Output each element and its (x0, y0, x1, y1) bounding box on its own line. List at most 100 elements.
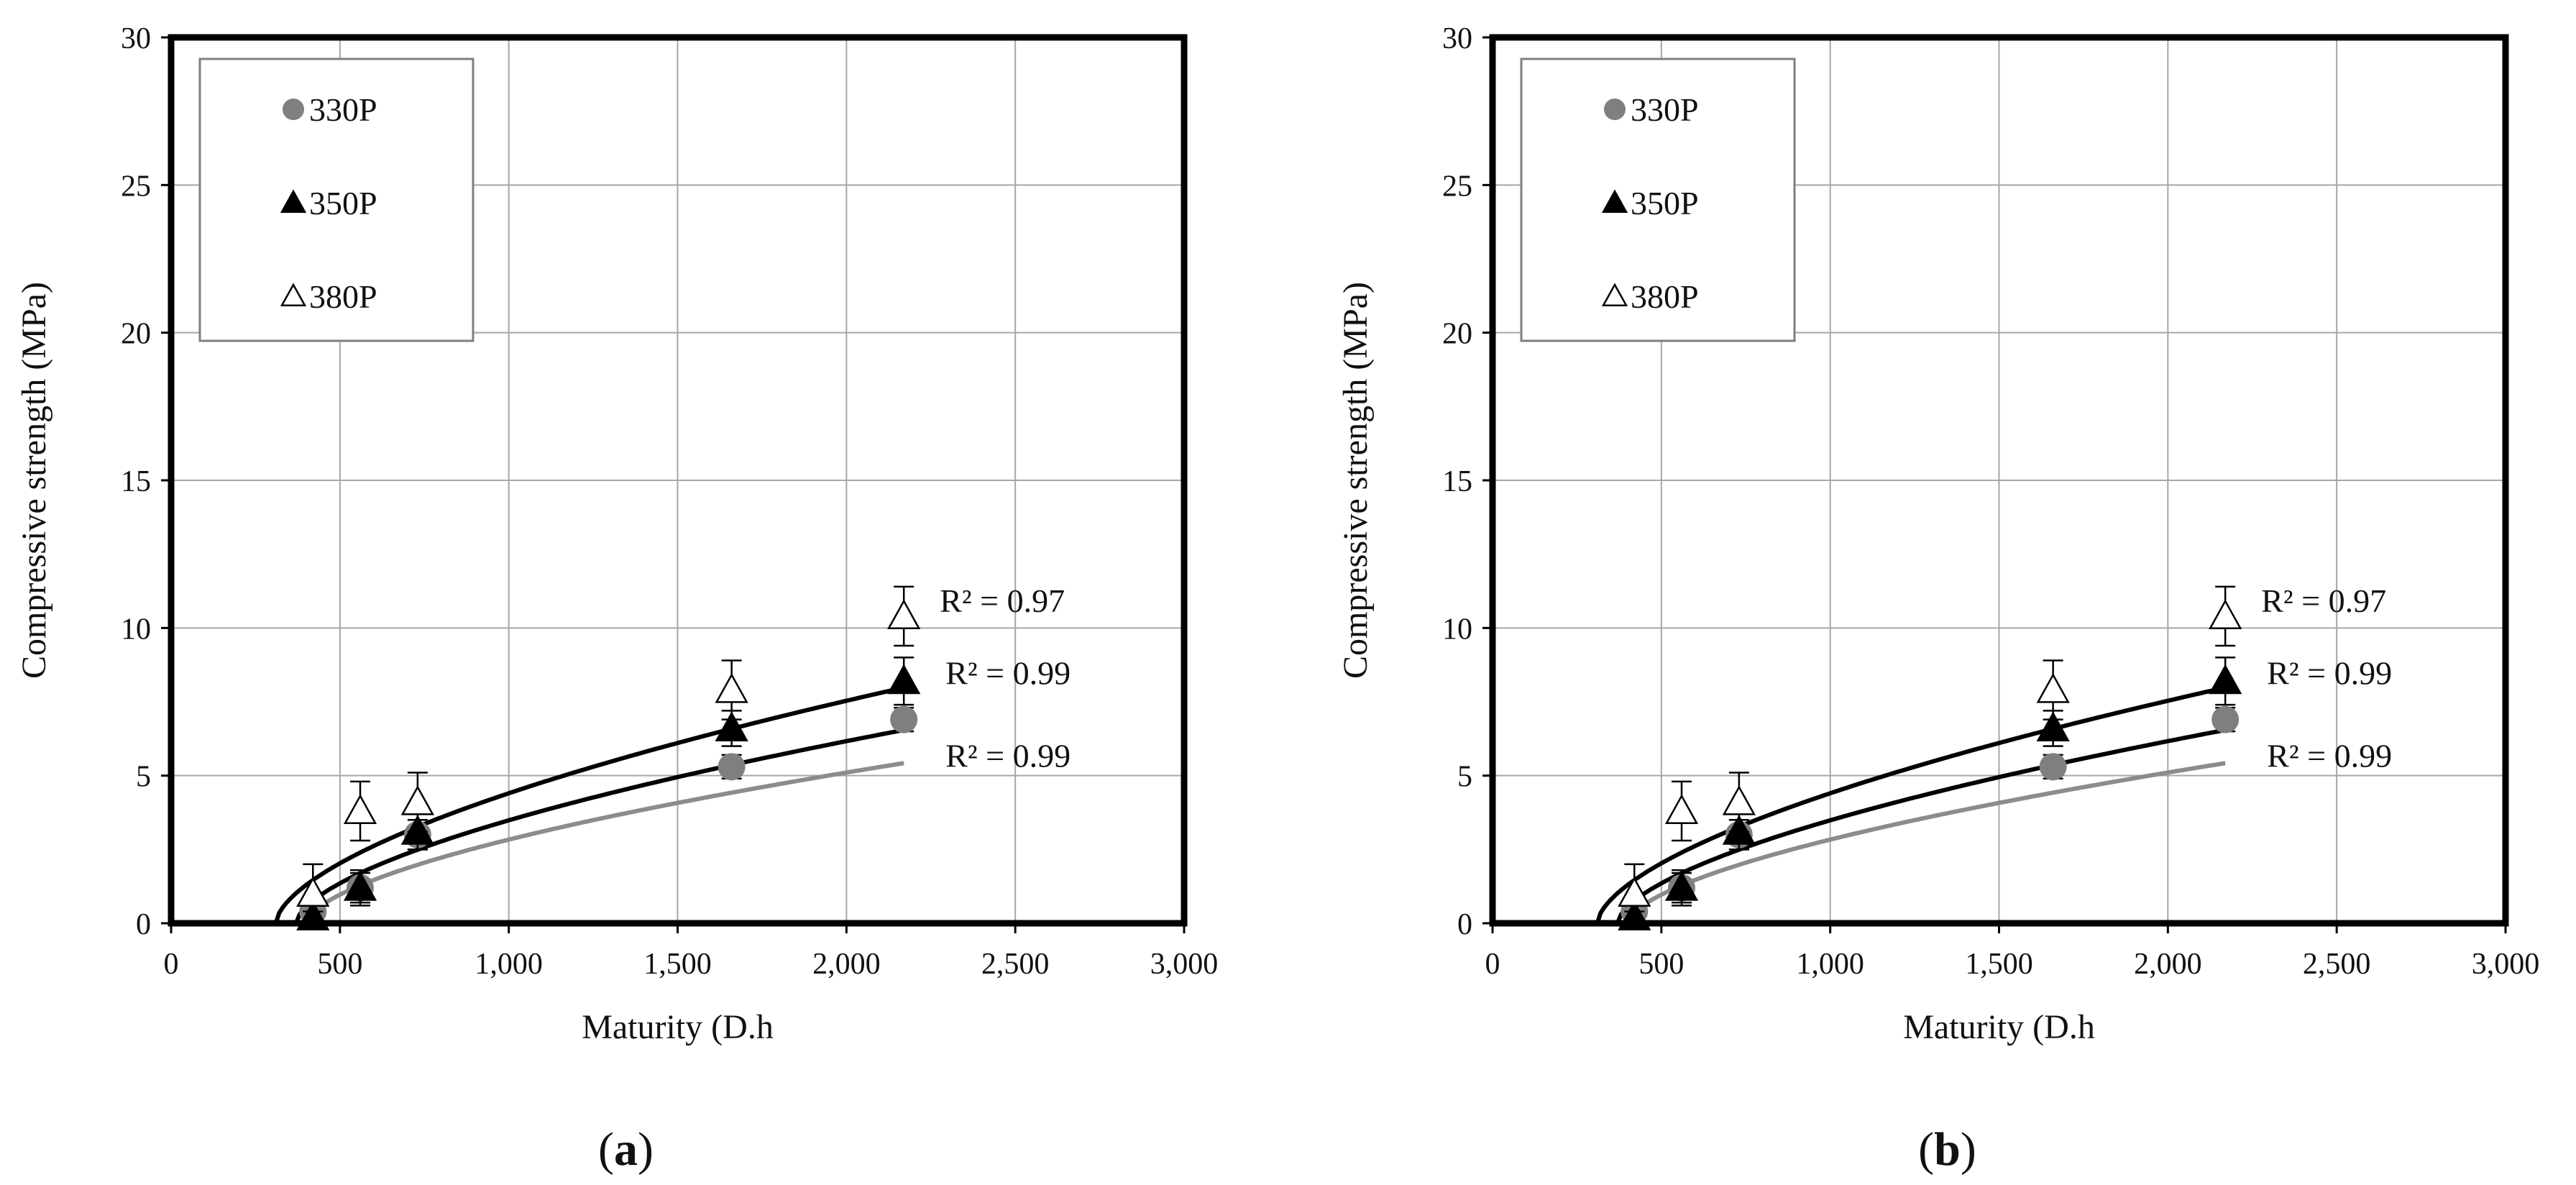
panel-label-close-paren: ) (638, 1123, 654, 1176)
panel-label: (a) (598, 1123, 654, 1176)
y-tick-label: 0 (136, 908, 151, 941)
data-point-330P (2039, 753, 2067, 781)
gridlines (171, 37, 1184, 923)
x-axis-ticks: 0 500 1,000 1,500 2,000 2,500 3,000 (1485, 923, 2540, 981)
gridlines (1493, 37, 2506, 923)
data-point-380P (1618, 877, 1651, 907)
data-point-350P (887, 664, 921, 695)
x-tick-label: 3,000 (1150, 948, 1219, 981)
x-tick-label: 500 (317, 948, 362, 981)
legend-box (198, 58, 475, 342)
trendline-380P (1595, 685, 2226, 924)
legend-marker-350P (1601, 189, 1628, 214)
x-tick-label: 2,000 (812, 948, 881, 981)
y-tick-label: 10 (121, 613, 151, 646)
data-point-380P (296, 877, 330, 907)
y-tick-label: 20 (1442, 318, 1472, 351)
panel-label-letter: a (614, 1123, 638, 1176)
x-tick-label: 2,500 (2303, 948, 2371, 981)
y-axis-ticks: 0 5 10 15 20 25 30 (121, 22, 171, 941)
x-tick-label: 1,500 (643, 948, 712, 981)
data-point-380P (715, 672, 748, 703)
series-380P: R² = 0.97 (1618, 582, 2386, 925)
trendline-350P (1615, 728, 2226, 925)
data-point-350P (2209, 664, 2242, 695)
y-tick-label: 20 (121, 318, 151, 351)
r2-label-330P: R² = 0.99 (2267, 738, 2392, 774)
y-tick-label: 5 (1457, 761, 1472, 794)
x-tick-label: 1,000 (1796, 948, 1864, 981)
legend-box (1520, 58, 1796, 342)
y-tick-label: 0 (1457, 908, 1472, 941)
data-point-380P (400, 785, 434, 815)
data-point-380P (1722, 785, 1756, 815)
r2-label-330P: R² = 0.99 (945, 738, 1071, 774)
data-point-380P (2209, 599, 2242, 629)
panel-label-close-paren: ) (1961, 1123, 1976, 1176)
panel-label-open-paren: ( (598, 1123, 614, 1176)
data-point-380P (343, 794, 377, 824)
trendlines (1595, 685, 2226, 925)
data-point-330P (718, 753, 746, 781)
r2-label-350P: R² = 0.99 (945, 654, 1071, 691)
r2-label-350P: R² = 0.99 (2267, 654, 2392, 691)
legend-label-350P: 350P (309, 185, 377, 221)
y-tick-label: 25 (121, 170, 151, 203)
trendline-330P (304, 761, 904, 925)
legend: 330P 350P 380P (198, 58, 475, 342)
data-point-330P (2211, 705, 2240, 733)
y-tick-label: 30 (1442, 22, 1472, 55)
x-tick-label: 0 (164, 948, 179, 981)
x-tick-label: 3,000 (2472, 948, 2540, 981)
y-tick-label: 15 (121, 465, 151, 498)
data-point-380P (887, 599, 921, 629)
y-tick-label: 15 (1442, 465, 1472, 498)
data-point-380P (1664, 794, 1699, 824)
legend-marker-330P (283, 99, 304, 120)
x-tick-label: 0 (1485, 948, 1500, 981)
legend-marker-330P (1604, 99, 1626, 120)
legend-label-330P: 330P (1631, 91, 1699, 128)
y-tick-label: 30 (121, 22, 151, 55)
x-tick-label: 2,000 (2134, 948, 2202, 981)
x-axis-title: Maturity (D.h (582, 1008, 774, 1046)
trendline-330P (1626, 761, 2226, 925)
y-tick-label: 10 (1442, 613, 1472, 646)
plot-frame (1489, 34, 2509, 927)
x-axis-title: Maturity (D.h (1903, 1008, 2095, 1046)
chart-panel-a: 0 500 1,000 1,500 2,000 2,500 3,000 0 5 10 15 20 25 3… (15, 22, 1218, 1176)
legend-label-350P: 350P (1631, 185, 1699, 221)
x-tick-label: 1,500 (1965, 948, 2033, 981)
data-point-350P (715, 711, 748, 742)
trendline-380P (273, 685, 904, 924)
r2-label-380P: R² = 0.97 (2261, 582, 2386, 619)
y-axis-title: Compressive strength (MPa) (15, 282, 53, 679)
y-axis-title: Compressive strength (MPa) (1337, 282, 1375, 679)
legend-marker-380P (1601, 283, 1628, 307)
x-tick-label: 2,500 (981, 948, 1050, 981)
legend-label-380P: 380P (1631, 278, 1699, 315)
trendline-350P (294, 728, 904, 925)
y-tick-label: 5 (136, 761, 151, 794)
data-point-350P (2036, 711, 2070, 742)
r2-label-380P: R² = 0.97 (940, 582, 1065, 619)
chart-panel-b: 0 500 1,000 1,500 2,000 2,500 3,000 0 5 10 15 20 25 3… (1337, 22, 2539, 1176)
legend-label-380P: 380P (309, 278, 377, 315)
legend-label-330P: 330P (309, 91, 377, 128)
data-point-380P (2036, 672, 2070, 703)
panel-label-letter: b (1934, 1123, 1961, 1176)
data-point-350P (1664, 871, 1699, 901)
series-380P: R² = 0.97 (296, 582, 1065, 925)
legend-marker-380P (280, 283, 307, 307)
x-tick-label: 1,000 (475, 948, 543, 981)
data-point-330P (890, 705, 918, 733)
data-point-350P (343, 871, 377, 901)
legend-marker-350P (280, 189, 307, 214)
legend: 330P 350P 380P (1520, 58, 1796, 342)
panel-label: (b) (1918, 1123, 1976, 1176)
y-tick-label: 25 (1442, 170, 1472, 203)
plot-frame (168, 34, 1188, 927)
trendlines (273, 685, 904, 925)
panel-label-open-paren: ( (1918, 1123, 1934, 1176)
